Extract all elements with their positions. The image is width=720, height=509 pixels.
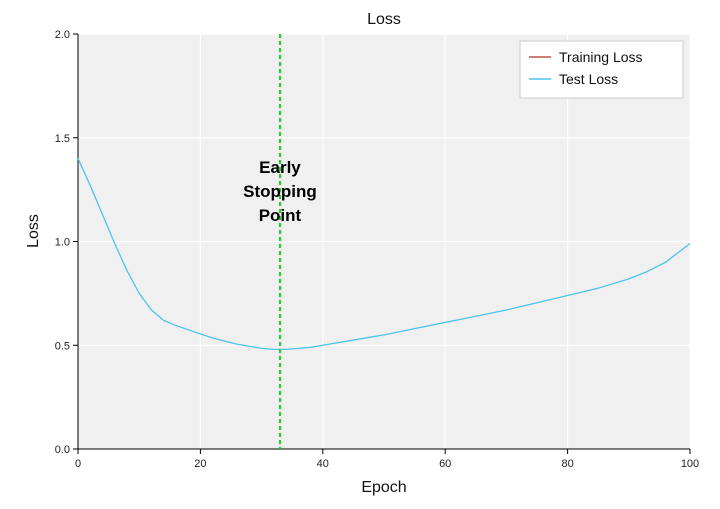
y-tick-label: 0.0 xyxy=(55,444,70,456)
x-tick-label: 100 xyxy=(681,458,699,470)
series xyxy=(77,158,691,351)
x-axis-label: Epoch xyxy=(361,479,406,496)
y-tick-label: 1.5 xyxy=(55,133,70,145)
annotation-text-line: Point xyxy=(259,206,302,225)
grid xyxy=(78,33,691,449)
legend-box xyxy=(519,40,684,99)
legend-entry-label: Test Loss xyxy=(559,71,618,87)
y-tick-label: 2.0 xyxy=(55,29,70,41)
legend: Training Loss Test Loss xyxy=(519,40,684,99)
x-tick-label: 0 xyxy=(75,458,81,470)
x-tick-label: 60 xyxy=(439,458,451,470)
series-line-test-loss xyxy=(77,158,691,351)
y-tick-label: 1.0 xyxy=(55,237,70,249)
y-axis-label: Loss xyxy=(25,214,42,248)
x-tick-label: 80 xyxy=(561,458,573,470)
x-tick-label: 20 xyxy=(194,458,206,470)
x-tick-label: 40 xyxy=(317,458,329,470)
annotation-text-line: Stopping xyxy=(243,182,317,201)
early-stopping-annotation: Early Stopping Point xyxy=(243,34,317,449)
axes: 0 20 40 60 80 100 0.0 0.5 1.0 1.5 2.0 xyxy=(55,29,699,470)
legend-entry-label: Training Loss xyxy=(559,49,643,65)
annotation-text-line: Early xyxy=(259,158,301,177)
y-tick-label: 0.5 xyxy=(55,340,70,352)
chart-title: Loss xyxy=(367,11,401,28)
